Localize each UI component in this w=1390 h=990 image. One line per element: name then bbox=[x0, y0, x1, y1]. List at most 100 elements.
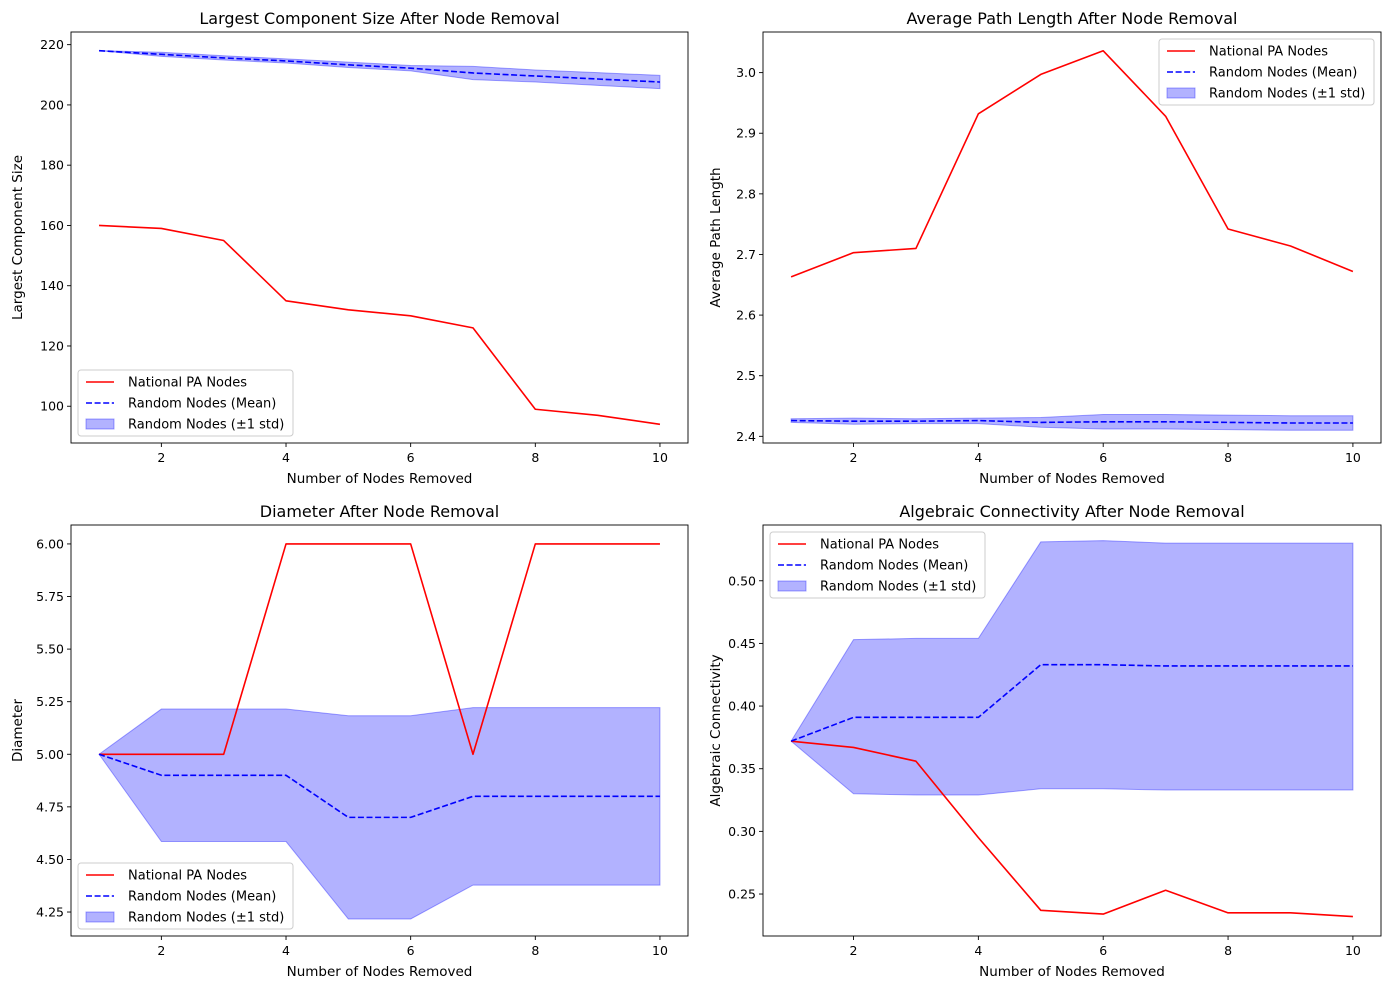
axes-frame bbox=[762, 31, 1382, 444]
y-axis-label: Diameter bbox=[10, 699, 26, 762]
x-axis-label: Number of Nodes Removed bbox=[287, 471, 473, 487]
legend-box bbox=[769, 531, 986, 599]
y-tick-label: 4.25 bbox=[36, 905, 64, 920]
series-national-pa-nodes bbox=[99, 543, 660, 756]
x-tick-label: 4 bbox=[974, 450, 982, 465]
x-tick-label: 2 bbox=[157, 943, 165, 958]
y-tick-label: 2.5 bbox=[736, 368, 756, 383]
y-tick-label: 5.25 bbox=[36, 694, 64, 709]
y-axis-label: Average Path Length bbox=[708, 167, 724, 307]
series-random-nodes-mean bbox=[98, 753, 660, 819]
legend: National PA Nodes Random Nodes (Mean) Rand… bbox=[77, 369, 294, 437]
y-axis-label: Algebraic Connectivity bbox=[708, 654, 724, 806]
y-tick-label: 6.00 bbox=[36, 536, 64, 551]
legend-label: National PA Nodes bbox=[820, 538, 939, 553]
chart-title: Diameter After Node Removal bbox=[260, 502, 499, 521]
series-random-nodes-mean bbox=[791, 419, 1353, 424]
legend: National PA Nodes Random Nodes (Mean) Rand… bbox=[1158, 38, 1375, 106]
x-tick-label: 2 bbox=[850, 450, 858, 465]
y-tick-label: 220 bbox=[40, 37, 64, 52]
legend: National PA Nodes Random Nodes (Mean) Rand… bbox=[769, 531, 986, 599]
x-tick-label: 10 bbox=[652, 943, 668, 958]
legend-box bbox=[77, 369, 294, 437]
legend-label: Random Nodes (Mean) bbox=[128, 890, 276, 905]
x-tick-label: 6 bbox=[1099, 450, 1107, 465]
y-tick-label: 4.50 bbox=[36, 852, 64, 867]
legend-swatch-std-band bbox=[85, 911, 115, 923]
series-random-nodes-mean bbox=[98, 49, 660, 83]
y-tick-label: 0.25 bbox=[728, 887, 756, 902]
y-tick-label: 2.4 bbox=[736, 429, 756, 444]
legend-box bbox=[77, 862, 294, 930]
series-random-nodes-mean bbox=[790, 663, 1353, 742]
y-tick-label: 0.35 bbox=[728, 761, 756, 776]
series-national-pa-nodes bbox=[99, 224, 661, 426]
legend-label: Random Nodes (±1 std) bbox=[820, 580, 976, 595]
x-tick-label: 8 bbox=[1224, 450, 1232, 465]
std-band bbox=[98, 50, 661, 90]
x-axis-label: Number of Nodes Removed bbox=[979, 964, 1165, 980]
legend-swatch-std-band bbox=[1166, 87, 1196, 99]
legend-label: Random Nodes (Mean) bbox=[1209, 66, 1357, 81]
x-tick-label: 6 bbox=[407, 450, 415, 465]
x-tick-label: 2 bbox=[850, 943, 858, 958]
chart-title: Largest Component Size After Node Remova… bbox=[199, 9, 559, 28]
x-tick-label: 6 bbox=[1099, 943, 1107, 958]
y-tick-label: 2.8 bbox=[736, 186, 756, 201]
x-tick-label: 8 bbox=[531, 943, 539, 958]
y-tick-label: 3.0 bbox=[736, 65, 756, 80]
y-tick-label: 140 bbox=[40, 278, 64, 293]
legend-label: Random Nodes (Mean) bbox=[820, 559, 968, 574]
y-tick-label: 4.75 bbox=[36, 799, 64, 814]
y-tick-label: 2.6 bbox=[736, 308, 756, 323]
y-tick-label: 100 bbox=[40, 399, 64, 414]
y-tick-label: 160 bbox=[40, 218, 64, 233]
legend-label: Random Nodes (±1 std) bbox=[128, 911, 284, 926]
y-tick-label: 5.00 bbox=[36, 747, 64, 762]
x-tick-label: 4 bbox=[974, 943, 982, 958]
y-tick-label: 2.9 bbox=[736, 126, 756, 141]
chart-panel-2: 2 4 6 8 10 2.4 2.5 2.6 2.7 2.8 2.9 3.0 Average Path … bbox=[708, 9, 1382, 487]
plot-area bbox=[98, 49, 661, 426]
x-tick-label: 8 bbox=[1224, 943, 1232, 958]
x-tick-label: 4 bbox=[282, 450, 290, 465]
chart-panel-4: 2 4 6 8 10 0.25 0.30 0.35 0.40 0.45 0.50 Algebraic … bbox=[708, 502, 1382, 980]
y-axis-label: Largest Component Size bbox=[10, 155, 26, 320]
y-tick-label: 0.50 bbox=[728, 573, 756, 588]
legend-swatch-std-band bbox=[777, 580, 807, 592]
x-tick-label: 4 bbox=[282, 943, 290, 958]
x-tick-label: 2 bbox=[157, 450, 165, 465]
chart-title: Average Path Length After Node Removal bbox=[907, 9, 1238, 28]
y-tick-label: 5.75 bbox=[36, 589, 64, 604]
y-tick-label: 180 bbox=[40, 158, 64, 173]
axes-frame bbox=[70, 31, 689, 444]
chart-panel-1: 2 4 6 8 10 100 120 140 160 180 200 220 Largest Compo… bbox=[10, 9, 689, 487]
series-national-pa-nodes bbox=[790, 49, 1354, 278]
legend-box bbox=[1158, 38, 1375, 106]
x-tick-label: 10 bbox=[1345, 943, 1361, 958]
legend-label: National PA Nodes bbox=[128, 376, 247, 391]
x-axis-label: Number of Nodes Removed bbox=[287, 964, 473, 980]
y-tick-label: 5.50 bbox=[36, 642, 64, 657]
x-tick-label: 10 bbox=[1345, 450, 1361, 465]
legend-label: National PA Nodes bbox=[1209, 45, 1328, 60]
y-tick-label: 0.40 bbox=[728, 699, 756, 714]
chart-panel-3: 2 4 6 8 10 4.25 4.50 4.75 5.00 5.25 5.50 5.75 6.00 Di… bbox=[10, 502, 689, 980]
y-tick-label: 120 bbox=[40, 338, 64, 353]
y-tick-label: 0.45 bbox=[728, 636, 756, 651]
series-national-pa-nodes bbox=[791, 740, 1353, 918]
plot-area bbox=[790, 540, 1354, 918]
axes-frame bbox=[762, 524, 1382, 937]
chart-title: Algebraic Connectivity After Node Remova… bbox=[899, 502, 1244, 521]
x-tick-label: 8 bbox=[531, 450, 539, 465]
legend-label: Random Nodes (±1 std) bbox=[128, 418, 284, 433]
legend: National PA Nodes Random Nodes (Mean) Rand… bbox=[77, 862, 294, 930]
y-tick-label: 0.30 bbox=[728, 824, 756, 839]
legend-swatch-std-band bbox=[85, 418, 115, 430]
x-tick-label: 6 bbox=[407, 943, 415, 958]
x-tick-label: 10 bbox=[652, 450, 668, 465]
plot-area bbox=[790, 49, 1354, 431]
x-axis-label: Number of Nodes Removed bbox=[979, 471, 1165, 487]
legend-label: Random Nodes (±1 std) bbox=[1209, 87, 1365, 102]
